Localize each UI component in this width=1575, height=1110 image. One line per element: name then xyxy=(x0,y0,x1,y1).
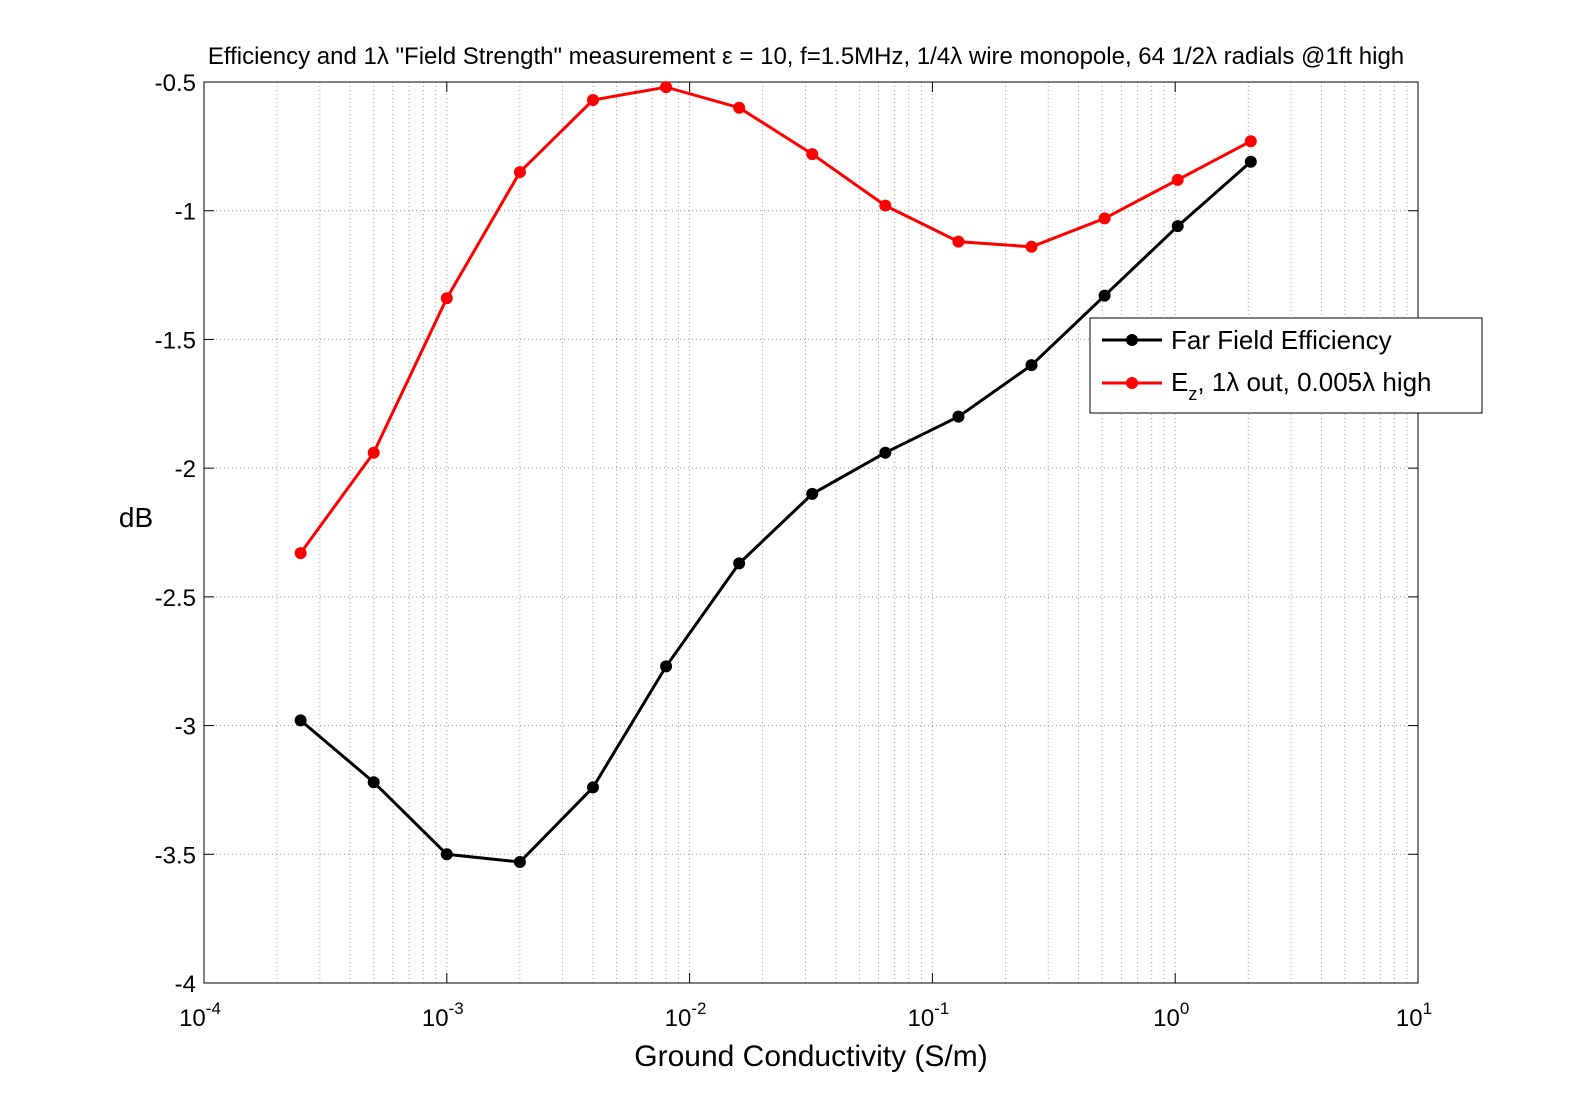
x-axis-label: Ground Conductivity (S/m) xyxy=(634,1040,987,1073)
data-point-0 xyxy=(660,660,673,673)
x-tick-base: 10 xyxy=(907,1005,934,1032)
grid xyxy=(203,81,1419,984)
y-tick-label: -1.5 xyxy=(155,327,196,354)
data-point-0 xyxy=(879,446,892,459)
data-point-0 xyxy=(513,856,526,869)
data-point-0 xyxy=(733,557,746,570)
data-point-1 xyxy=(1244,135,1257,148)
x-tick-base: 10 xyxy=(665,1005,692,1032)
data-point-1 xyxy=(952,235,965,248)
data-point-1 xyxy=(513,166,526,179)
data-point-1 xyxy=(1025,240,1038,253)
data-point-1 xyxy=(1098,212,1111,225)
y-tick-label: -1 xyxy=(175,199,196,226)
axis-ticks: 10-4 10-3 10-2 10-1 100 101-0.5-1-1.5-2-2.5-3… xyxy=(155,70,1432,1032)
legend-marker-black xyxy=(1126,334,1138,346)
data-point-0 xyxy=(806,487,819,500)
y-tick-label: -2.5 xyxy=(155,585,196,612)
x-tick-base: 10 xyxy=(1396,1005,1423,1032)
x-tick-exp: 0 xyxy=(1180,999,1189,1018)
legend-box xyxy=(1089,317,1483,414)
data-point-0 xyxy=(367,776,380,789)
data-point-0 xyxy=(1244,155,1257,168)
y-tick-label: -4 xyxy=(175,971,196,998)
y-tick-label: -3.5 xyxy=(155,842,196,869)
y-tick-label: -0.5 xyxy=(155,70,196,97)
data-point-1 xyxy=(733,101,746,114)
y-tick-label: -2 xyxy=(175,456,196,483)
plot-area-frame xyxy=(203,81,1419,984)
x-tick-base: 10 xyxy=(422,1005,449,1032)
data-point-0 xyxy=(1098,289,1111,302)
data-point-0 xyxy=(1171,220,1184,233)
data-point-0 xyxy=(1025,359,1038,372)
data-point-1 xyxy=(440,292,453,305)
data-point-1 xyxy=(879,199,892,212)
x-tick-exp: -3 xyxy=(449,999,464,1018)
chart-title: Efficiency and 1λ "Field Strength" measu… xyxy=(208,43,1404,70)
legend-ez-main: E xyxy=(1171,367,1188,397)
legend-marker-red xyxy=(1126,377,1138,389)
data-point-0 xyxy=(294,714,307,727)
x-tick-exp: -2 xyxy=(691,999,706,1018)
x-tick-label: 10-2 xyxy=(665,999,707,1032)
data-point-1 xyxy=(367,446,380,459)
data-point-0 xyxy=(952,410,965,423)
x-tick-label: 101 xyxy=(1396,999,1432,1032)
data-point-1 xyxy=(1171,173,1184,186)
data-point-1 xyxy=(806,148,819,161)
x-tick-label: 10-3 xyxy=(422,999,464,1032)
series-line-0 xyxy=(299,160,1252,864)
legend-label-ez: Ez, 1λ out, 0.005λ high xyxy=(1171,367,1432,404)
y-axis-label: dB xyxy=(119,502,153,533)
x-tick-exp: 1 xyxy=(1423,999,1432,1018)
x-tick-label: 10-1 xyxy=(907,999,949,1032)
x-tick-label: 10-4 xyxy=(179,999,221,1032)
series-line-1 xyxy=(299,85,1252,554)
x-tick-exp: -4 xyxy=(206,999,221,1018)
data-point-1 xyxy=(586,94,599,107)
x-tick-exp: -1 xyxy=(934,999,949,1018)
y-tick-label: -3 xyxy=(175,714,196,741)
legend-ez-rest: , 1λ out, 0.005λ high xyxy=(1197,367,1431,397)
x-tick-base: 10 xyxy=(179,1005,206,1032)
data-point-1 xyxy=(660,81,673,94)
data-point-0 xyxy=(586,781,599,794)
legend-ez-sub: z xyxy=(1188,384,1197,404)
x-tick-base: 10 xyxy=(1153,1005,1180,1032)
legend: Far Field Efficiency Ez, 1λ out, 0.005λ … xyxy=(1089,317,1483,414)
data-point-1 xyxy=(294,547,307,560)
series-group xyxy=(294,81,1257,869)
legend-label-efficiency: Far Field Efficiency xyxy=(1171,325,1392,355)
x-tick-label: 100 xyxy=(1153,999,1189,1032)
data-point-0 xyxy=(440,848,453,861)
